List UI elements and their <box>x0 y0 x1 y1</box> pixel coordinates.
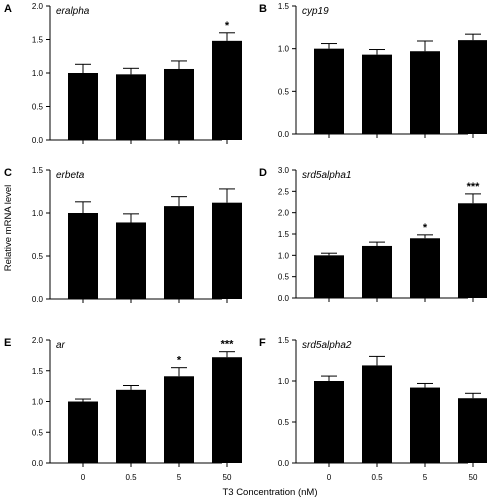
bar <box>410 238 440 298</box>
bar <box>116 74 146 140</box>
y-tick-label: 0.5 <box>32 103 44 112</box>
significance-label: *** <box>221 339 235 351</box>
y-tick-label: 2.0 <box>32 336 44 345</box>
y-tick-label: 0.0 <box>278 130 290 139</box>
y-tick-label: 3.0 <box>278 166 290 175</box>
bar <box>68 73 98 140</box>
bar <box>68 213 98 299</box>
panel-title: erbeta <box>56 170 85 181</box>
y-tick-label: 1.5 <box>32 36 44 45</box>
panel-letter: B <box>259 3 267 15</box>
x-tick-label: 0 <box>81 473 86 482</box>
bar <box>314 381 344 463</box>
y-tick-label: 0.0 <box>32 136 44 145</box>
bar <box>164 376 194 463</box>
panel-letter: D <box>259 167 267 179</box>
bar <box>116 222 146 299</box>
x-tick-label: 0.5 <box>125 473 137 482</box>
x-tick-label: 0.5 <box>371 473 383 482</box>
panel-title: ar <box>56 340 66 351</box>
bar <box>212 357 242 463</box>
y-tick-label: 0.5 <box>278 87 290 96</box>
bar <box>458 40 487 135</box>
significance-label: * <box>423 222 428 234</box>
x-tick-label: 5 <box>423 473 428 482</box>
significance-label: * <box>177 355 182 367</box>
panel-letter: E <box>4 337 11 349</box>
bar <box>458 398 487 463</box>
y-tick-label: 1.0 <box>278 251 290 260</box>
panel-letter: F <box>259 337 266 349</box>
bar <box>164 68 194 140</box>
panel-title: cyp19 <box>302 6 329 17</box>
bar <box>68 401 98 463</box>
bar <box>410 387 440 463</box>
y-tick-label: 0.5 <box>278 273 290 282</box>
y-tick-label: 1.5 <box>278 336 290 345</box>
x-tick-label: 0 <box>327 473 332 482</box>
y-tick-label: 0.5 <box>32 428 44 437</box>
panel-title: srd5alpha1 <box>302 170 351 181</box>
significance-label: *** <box>467 181 481 193</box>
significance-label: * <box>225 20 230 32</box>
x-axis-title: T3 Concentration (nM) <box>222 487 317 498</box>
y-tick-label: 1.0 <box>278 377 290 386</box>
bar <box>116 389 146 463</box>
y-tick-label: 1.0 <box>32 209 44 218</box>
y-tick-label: 2.0 <box>32 2 44 11</box>
y-tick-label: 1.5 <box>32 166 44 175</box>
y-tick-label: 2.5 <box>278 187 290 196</box>
panel-title: srd5alpha2 <box>302 340 352 351</box>
y-tick-label: 1.5 <box>32 367 44 376</box>
bar <box>212 40 242 141</box>
y-tick-label: 0.0 <box>278 459 290 468</box>
bar <box>362 54 392 134</box>
y-tick-label: 1.0 <box>32 69 44 78</box>
y-tick-label: 1.0 <box>278 45 290 54</box>
x-tick-label: 50 <box>223 473 232 482</box>
y-tick-label: 1.0 <box>32 398 44 407</box>
y-tick-label: 0.0 <box>278 294 290 303</box>
bar <box>164 206 194 299</box>
panel-letter: C <box>4 167 12 179</box>
panel-letter: A <box>4 3 12 15</box>
panel-title: eralpha <box>56 6 90 17</box>
bar <box>362 365 392 463</box>
bar <box>410 51 440 134</box>
y-tick-label: 2.0 <box>278 209 290 218</box>
y-tick-label: 1.5 <box>278 2 290 11</box>
y-tick-label: 0.5 <box>278 418 290 427</box>
y-tick-label: 0.0 <box>32 459 44 468</box>
bar <box>212 202 242 299</box>
y-tick-label: 1.5 <box>278 230 290 239</box>
x-tick-label: 50 <box>469 473 478 482</box>
bar <box>458 203 487 298</box>
bar <box>314 255 344 298</box>
y-tick-label: 0.5 <box>32 252 44 261</box>
bar <box>314 48 344 134</box>
y-tick-label: 0.0 <box>32 295 44 304</box>
y-axis-title: Relative mRNA level <box>3 185 14 272</box>
bar <box>362 245 392 298</box>
x-tick-label: 5 <box>177 473 182 482</box>
